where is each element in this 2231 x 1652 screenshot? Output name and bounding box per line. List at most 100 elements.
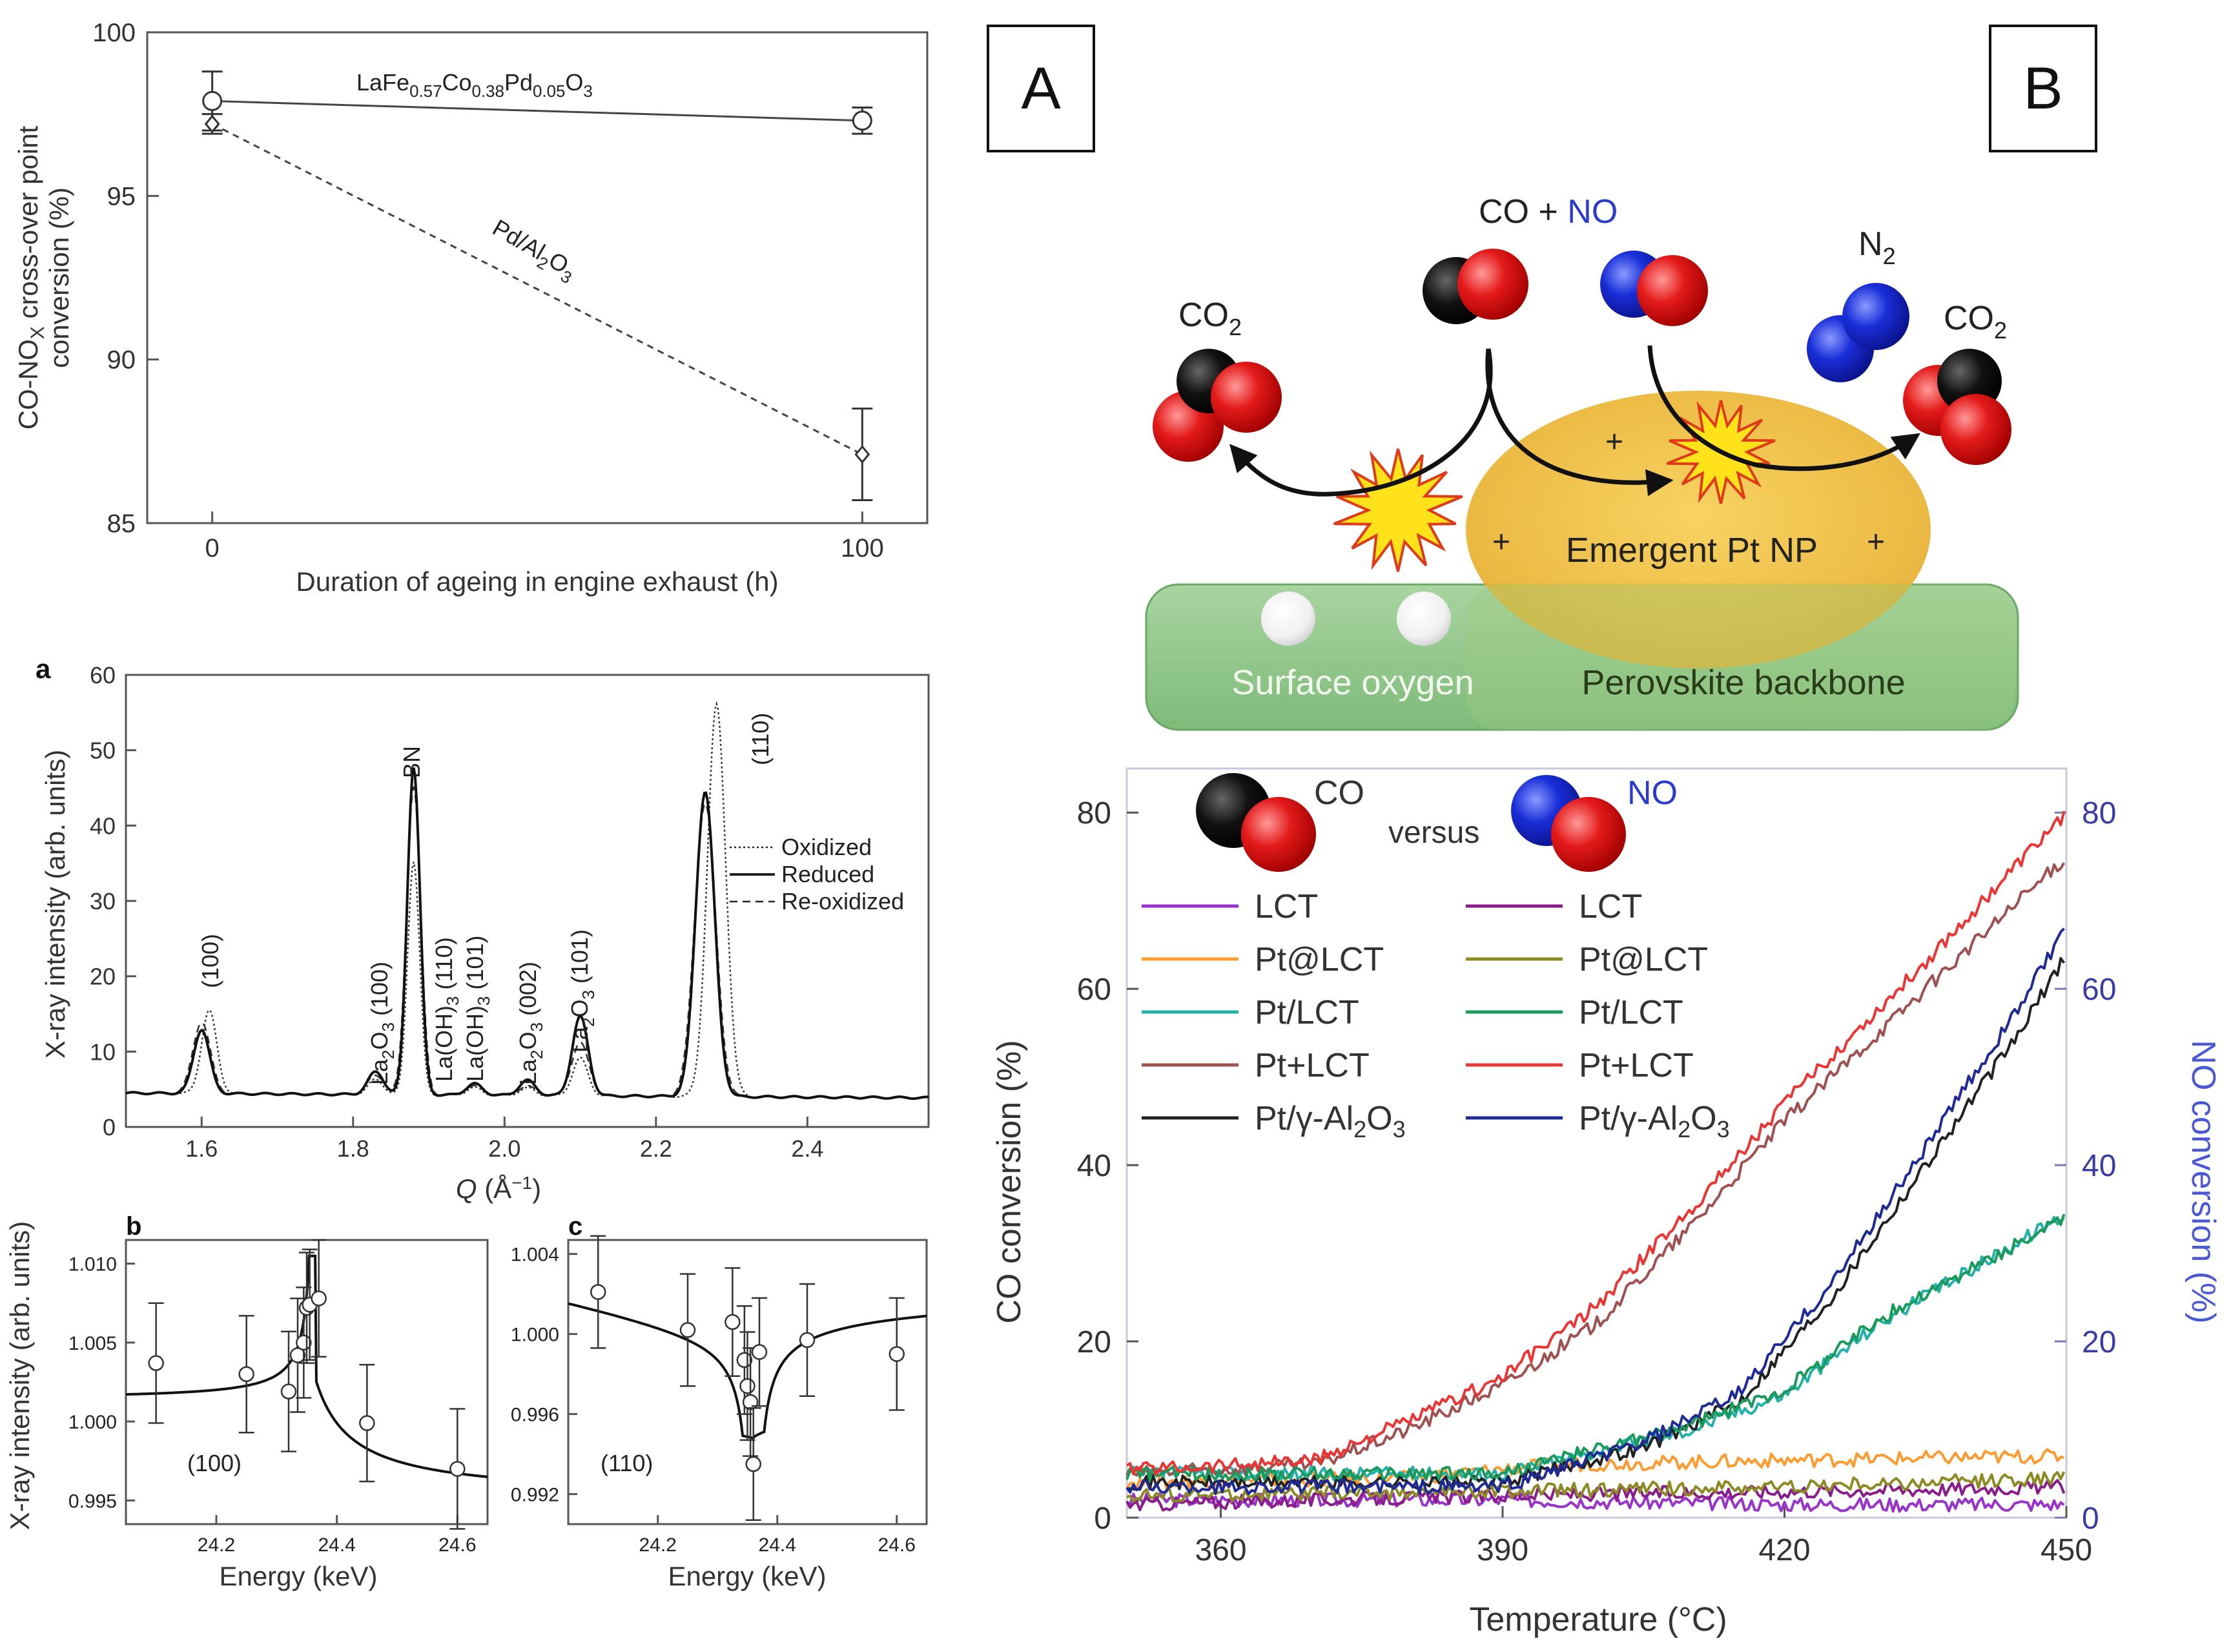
data-point — [736, 1352, 753, 1368]
peak-label-la2o3-101: La2O3 (101) — [566, 929, 598, 1053]
data-point-circle — [852, 110, 872, 131]
conversion-header: CO versus NO — [1196, 773, 1678, 872]
scan-100-x-label: Energy (keV) — [219, 1561, 377, 1591]
legend-label: Reduced — [781, 861, 874, 887]
data-point — [889, 1346, 905, 1362]
co2-right-label: CO2 — [1944, 300, 2007, 344]
series-line-1 — [211, 123, 863, 455]
y-tick-label: 90 — [107, 346, 136, 375]
x-tick-label: 100 — [841, 534, 884, 563]
y-tick-label: 60 — [1077, 973, 1111, 1007]
y2-tick-label: 40 — [2082, 1149, 2116, 1183]
xrd-y-label: X-ray intensity (arb. units) — [40, 750, 70, 1059]
peak-label-bn: BN — [398, 746, 425, 778]
data-point — [449, 1461, 466, 1477]
x-tick-label: 0 — [205, 534, 220, 563]
plus-sign: + — [1492, 525, 1510, 559]
no-conversion-y-label: NO conversion (%) — [2185, 1040, 2222, 1323]
peak-label-laoh3-101: La(OH)3 (101) — [462, 935, 493, 1082]
header-no: NO — [1627, 774, 1678, 812]
y-tick-label: 30 — [90, 888, 116, 914]
data-point — [296, 1334, 312, 1351]
series-co-4 — [1126, 956, 2066, 1491]
emergent-pt-label: Emergent Pt NP — [1566, 531, 1818, 570]
y-tick-label: 10 — [90, 1038, 116, 1065]
data-point — [238, 1366, 254, 1383]
y-tick-label: 1.000 — [68, 1412, 117, 1433]
n2-molecule — [1807, 283, 1909, 382]
svg-text:CO-NOX cross-over point: CO-NOX cross-over point — [13, 125, 48, 429]
peak-label-100: (100) — [197, 934, 223, 988]
y-tick-label: 1.004 — [511, 1244, 559, 1266]
scan-110-x-label: Energy (keV) — [668, 1561, 826, 1591]
data-point — [590, 1284, 606, 1300]
legend-label: Pt+LCT — [1255, 1047, 1370, 1084]
data-point — [148, 1355, 164, 1371]
x-tick-label: 2.4 — [791, 1135, 823, 1162]
y-tick-label: 1.000 — [511, 1325, 559, 1346]
co2-molecule-right — [1903, 349, 2011, 465]
x-tick-label: 450 — [2041, 1533, 2092, 1567]
y-tick-label: 1.005 — [68, 1333, 117, 1354]
peak-label-la2o3-100: La2O3 (100) — [366, 962, 398, 1085]
data-point-circle — [202, 90, 223, 111]
svg-text:conversion (%): conversion (%) — [44, 187, 74, 368]
ageing-chart-frame — [146, 31, 929, 524]
arrow-no-to-co2 — [1647, 345, 1920, 471]
legend-label: LCT — [1579, 888, 1642, 925]
y-tick-label: 0 — [103, 1114, 116, 1141]
series-line-0 — [212, 99, 863, 122]
y-tick-label: 95 — [107, 182, 136, 211]
surface-oxygen-label: Surface oxygen — [1231, 663, 1474, 702]
x-tick-label: 1.6 — [185, 1135, 218, 1162]
legend-label: Pt@LCT — [1579, 941, 1708, 978]
temperature-x-label: Temperature (°C) — [1469, 1601, 1727, 1638]
co-molecule-top — [1423, 249, 1528, 324]
panel-letter-c: c — [568, 1212, 582, 1241]
x-tick-label: 24.2 — [198, 1534, 235, 1556]
reaction-scheme: Surface oxygen Perovskite backbone Emerg… — [1145, 193, 2019, 731]
overlap-tint — [1466, 584, 2015, 730]
x-tick-label: 420 — [1758, 1533, 1810, 1567]
panel-letter-a: a — [36, 654, 51, 684]
plus-sign: + — [1605, 425, 1623, 459]
x-tick-label: 24.6 — [878, 1534, 916, 1556]
y-tick-label: 80 — [1077, 796, 1111, 831]
peak-label-110: (110) — [747, 713, 774, 765]
y2-tick-label: 60 — [2082, 973, 2116, 1007]
legend-label: Pt+LCT — [1579, 1047, 1694, 1084]
data-point-diamond — [204, 114, 220, 134]
legend-label: Re-oxidized — [781, 888, 904, 914]
series-co-3 — [1126, 862, 2066, 1477]
data-point — [311, 1290, 327, 1306]
data-point — [725, 1314, 741, 1330]
surface-oxygen-atom — [1397, 592, 1451, 646]
series-label-lafecopdo3: LaFe0.57Co0.38Pd0.05O3 — [356, 69, 593, 101]
scan-110-frame — [567, 1239, 928, 1525]
scan-110-annotation: (110) — [601, 1450, 653, 1476]
y-tick-label: 1.010 — [68, 1254, 117, 1275]
y-tick-label: 0.995 — [68, 1491, 117, 1512]
no-molecule-top — [1600, 251, 1708, 326]
y-tick-label: 85 — [107, 510, 136, 538]
legend-label: Pt/γ-Al2O3 — [1255, 1100, 1406, 1142]
panel-label-a-text: A — [1021, 55, 1061, 121]
x-tick-label: 24.2 — [639, 1534, 677, 1556]
conversion-chart-frame — [1126, 767, 2068, 1519]
y-tick-label: 40 — [90, 812, 116, 839]
ageing-y-label: CO-NOX cross-over point conversion (%) — [13, 125, 74, 429]
data-point — [742, 1394, 759, 1410]
perovskite-label: Perovskite backbone — [1581, 663, 1905, 702]
series-no-8 — [1126, 811, 2066, 1476]
peak-label-la2o3-002: La2O3 (002) — [515, 962, 546, 1085]
energy-scan-110-chart: c 0.992 0.996 1.000 1.004 24.2 24.4 24.6 (110)… — [511, 1212, 928, 1591]
ageing-x-label: Duration of ageing in engine exhaust (h) — [296, 566, 778, 597]
ageing-chart: 85 90 95 100 0 100 Duration of ageing in engi… — [13, 19, 929, 597]
x-tick-label: 2.0 — [488, 1135, 520, 1162]
conversion-legend: LCT Pt@LCT Pt/LCT Pt+LCT Pt/γ-Al2O3 LCT Pt@LCT… — [1142, 888, 1730, 1142]
series-label-pd-al2o3: Pd/Al2O3 — [486, 214, 581, 287]
y-tick-label: 0.996 — [511, 1405, 559, 1426]
y2-tick-label: 80 — [2082, 796, 2116, 831]
y2-tick-label: 20 — [2082, 1325, 2116, 1359]
